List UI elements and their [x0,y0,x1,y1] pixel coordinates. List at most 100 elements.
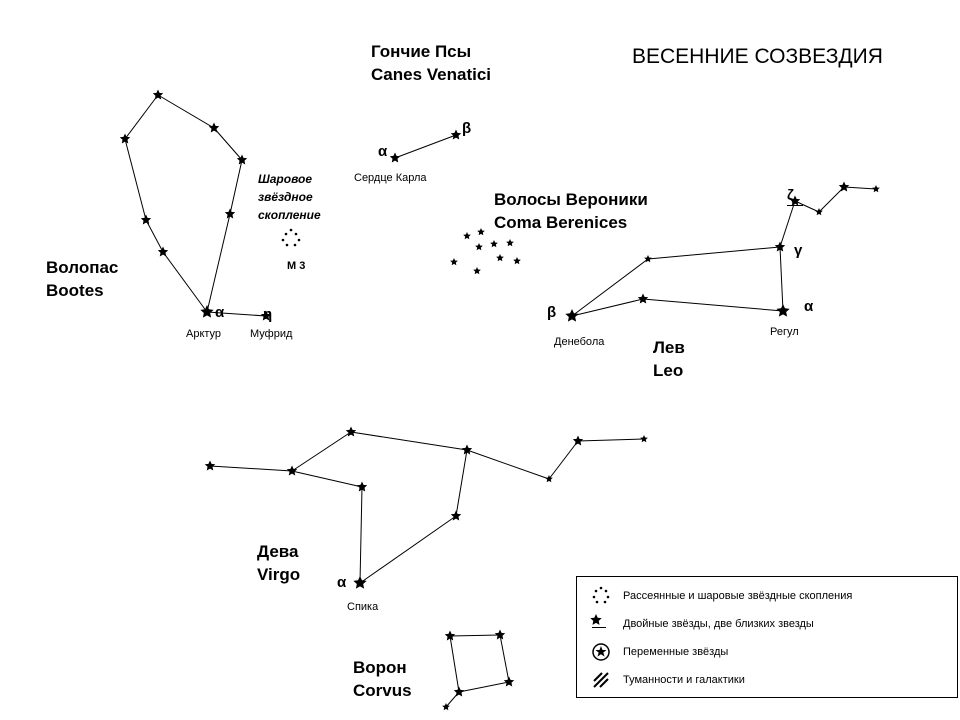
star-v1 [205,461,216,472]
label-Bootes-5: Муфрид [250,328,292,340]
label-Leo-3: Денебола [554,336,604,348]
star-c5 [442,703,450,711]
label-Virgo-3: Спика [347,601,378,613]
star-l4 [775,242,786,253]
edge-b1-b2 [125,95,158,139]
label-Corvus-1: Corvus [353,681,412,701]
star-v8 [545,475,553,483]
star-v10 [640,435,648,443]
double-mark-l6 [787,205,803,206]
label-Leo-4: γ [794,242,802,259]
star-cb9 [473,267,481,275]
edge-l2-l3 [643,299,783,311]
edge-b5-b8 [207,214,230,312]
edge-l4-l5 [648,247,780,259]
star-cb2 [477,228,485,236]
edge-v7-v8 [467,450,549,479]
star-v4 [357,482,368,493]
edge-v3-v7 [351,432,467,450]
label-Bootes-3: η [263,306,272,323]
label-CanesVenatici-0: Гончие Псы [371,42,471,62]
edge-v2-v3 [292,432,351,471]
label-Bootes-9: М 3 [287,260,305,272]
legend-text-double: Двойные звёзды, две близких звезды [623,618,814,630]
star-v5 [353,576,367,590]
star-c1 [445,631,456,642]
edge-b7-b8 [163,252,207,312]
edge-v6-v7 [456,450,467,516]
label-CanesVenatici-2: α [378,143,387,160]
label-Virgo-1: Virgo [257,565,300,585]
star-cb3 [475,243,483,251]
legend-row-cluster: Рассеянные и шаровые звёздные скопления [587,585,852,607]
label-Leo-2: β [547,304,556,321]
legend-row-nebula: Туманности и галактики [587,669,745,691]
star-l1 [565,309,579,323]
page-title: ВЕСЕННИЕ СОЗВЕЗДИЯ [632,45,883,69]
cluster-dot-2 [285,233,288,236]
star-cb7 [513,257,521,265]
label-Virgo-0: Дева [257,542,298,562]
legend-icon-double [587,613,615,635]
label-Bootes-4: Арктур [186,328,221,340]
edge-c3-c4 [459,682,509,692]
star-cb8 [450,258,458,266]
legend-row-variable: Переменные звёзды [587,641,728,663]
star-b5 [225,209,236,220]
edge-b4-b5 [230,160,242,214]
star-b1 [153,90,164,101]
star-b7 [158,247,169,258]
star-c4 [454,687,465,698]
cluster-dot-3 [298,239,301,242]
star-l7 [815,208,823,216]
edge-v8-v9 [549,441,578,479]
edge-v4-v5 [360,487,362,583]
cluster-dot-4 [282,239,285,242]
edge-l5-l1 [572,259,648,316]
label-CanesVenatici-1: Canes Venatici [371,65,491,85]
legend-icon-nebula [587,669,615,691]
star-l9 [872,185,880,193]
star-cb5 [496,254,504,262]
cluster-dot-1 [295,233,298,236]
label-Bootes-6: Шаровое [258,172,312,186]
label-Leo-5: ζ [787,187,794,204]
constellation-chart: ВолопасBootesαηАрктурМуфридШаровоезвёздн… [0,0,960,720]
star-l3 [776,304,790,318]
legend-box: Рассеянные и шаровые звёздные скопления Д… [576,576,958,698]
label-ComaBerenices-1: Coma Berenices [494,213,627,233]
legend-text-nebula: Туманности и галактики [623,674,745,686]
label-Leo-1: Leo [653,361,683,381]
label-CanesVenatici-4: Сердце Карла [354,172,427,184]
star-c2 [495,630,506,641]
edge-b2-b6 [125,139,146,220]
star-cb4 [490,240,498,248]
edge-v1-v2 [210,466,292,471]
edge-cv1-cv2 [395,135,456,158]
star-b4 [237,155,248,166]
edge-v9-v10 [578,439,644,441]
label-Leo-7: Регул [770,326,799,338]
label-Leo-0: Лев [653,338,685,358]
star-c3 [504,677,515,688]
cluster-dot-5 [294,244,297,247]
label-Bootes-2: α [215,304,224,321]
star-cb6 [506,239,514,247]
edge-v5-v6 [360,516,456,583]
star-cb1 [463,232,471,240]
label-CanesVenatici-3: β [462,120,471,137]
star-b6 [141,215,152,226]
label-Bootes-7: звёздное [258,190,313,204]
label-Corvus-0: Ворон [353,658,407,678]
star-v2 [287,466,298,477]
edge-c4-c1 [450,636,459,692]
label-Virgo-2: α [337,574,346,591]
star-b3 [209,123,220,134]
edge-c2-c3 [500,635,509,682]
star-v7 [462,445,473,456]
label-Leo-6: α [804,298,813,315]
star-b8 [200,305,214,319]
star-l2 [638,294,649,305]
star-v3 [346,427,357,438]
cluster-dot-0 [290,229,293,232]
